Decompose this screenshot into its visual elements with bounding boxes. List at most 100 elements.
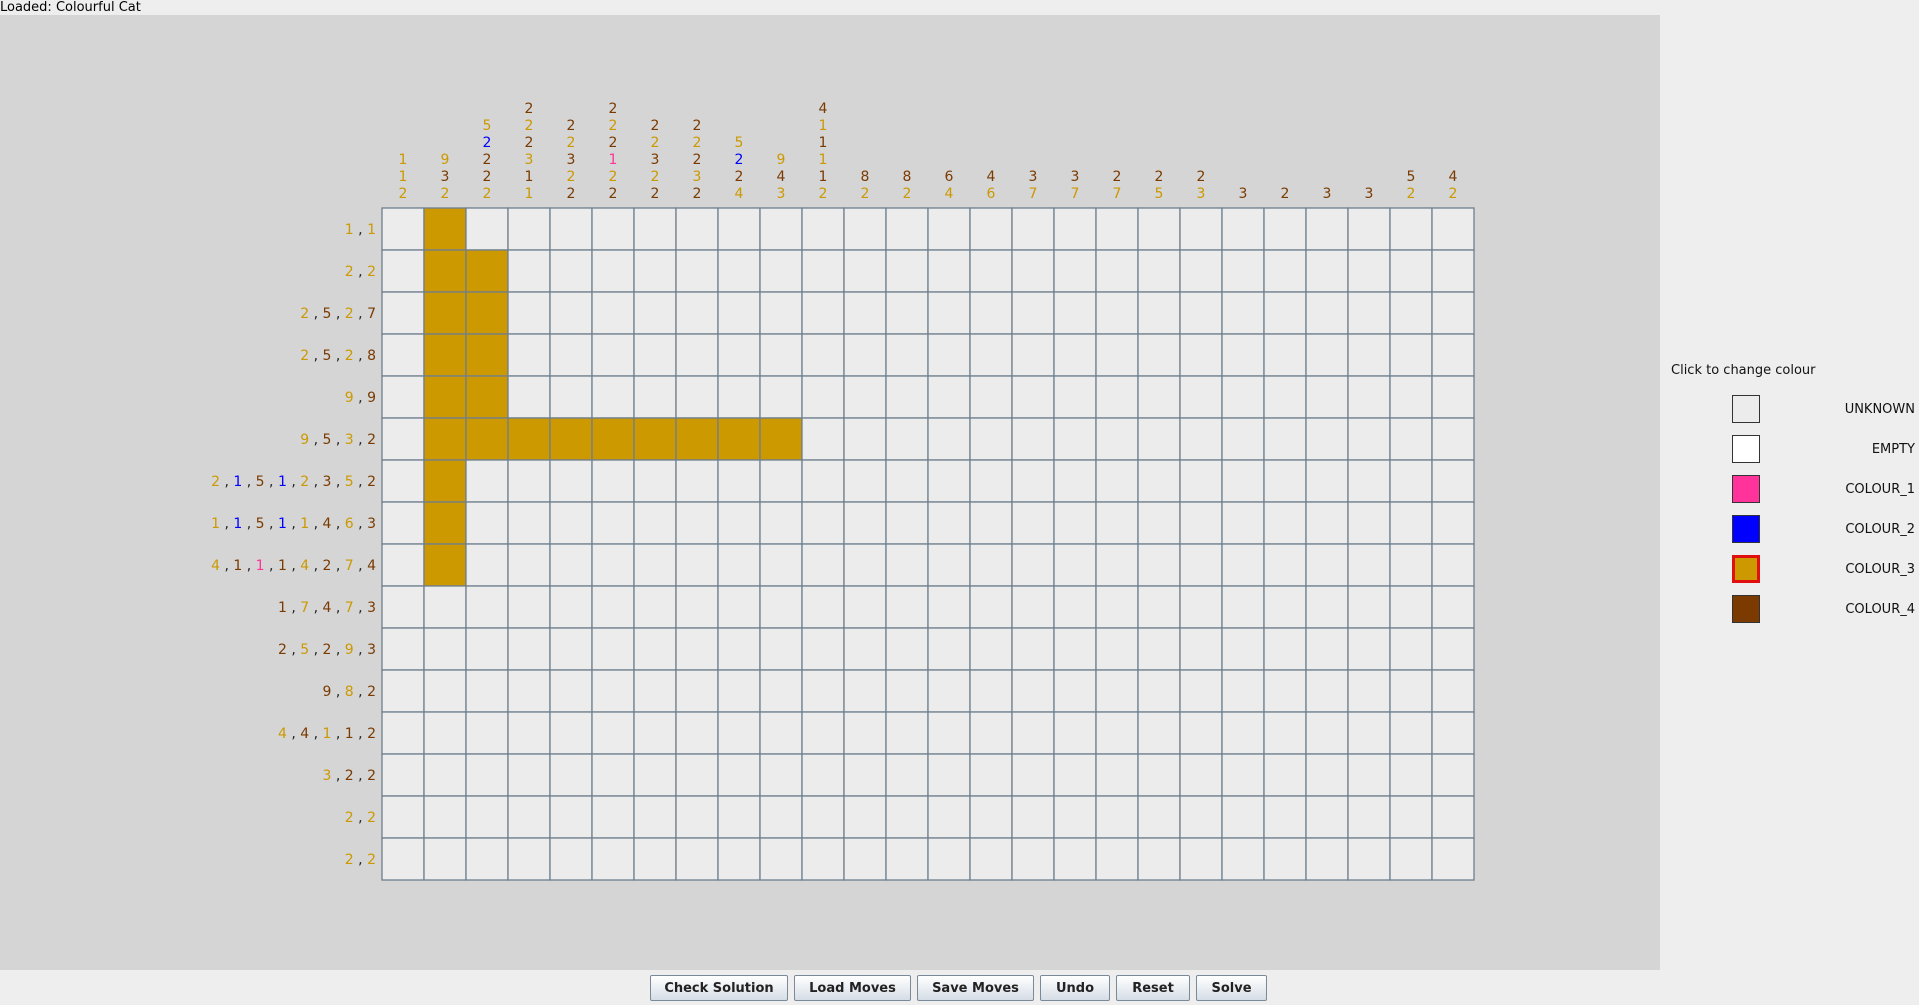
grid-cell[interactable] (465, 207, 509, 251)
grid-cell[interactable] (927, 753, 971, 797)
grid-cell[interactable] (549, 333, 593, 377)
grid-cell[interactable] (969, 417, 1013, 461)
palette-row-colour-1[interactable]: COLOUR_1 (1660, 475, 1919, 507)
grid-cell[interactable] (885, 375, 929, 419)
grid-cell[interactable] (1389, 501, 1433, 545)
grid-cell[interactable] (1431, 207, 1475, 251)
grid-cell[interactable] (633, 501, 677, 545)
grid-cell[interactable] (759, 459, 803, 503)
grid-cell[interactable] (591, 627, 635, 671)
grid-cell[interactable] (507, 501, 551, 545)
grid-cell[interactable] (591, 459, 635, 503)
grid-cell[interactable] (1221, 837, 1265, 881)
grid-cell[interactable] (549, 417, 593, 461)
grid-cell[interactable] (885, 333, 929, 377)
grid-cell[interactable] (1095, 711, 1139, 755)
grid-cell[interactable] (549, 627, 593, 671)
grid-cell[interactable] (381, 249, 425, 293)
grid-cell[interactable] (1389, 375, 1433, 419)
grid-cell[interactable] (1347, 543, 1391, 587)
save-moves-button[interactable]: Save Moves (917, 975, 1034, 1001)
grid-cell[interactable] (1221, 375, 1265, 419)
grid-cell[interactable] (843, 501, 887, 545)
grid-cell[interactable] (885, 543, 929, 587)
grid-cell[interactable] (1389, 291, 1433, 335)
grid-cell[interactable] (633, 291, 677, 335)
grid-cell[interactable] (1431, 543, 1475, 587)
grid-cell[interactable] (465, 837, 509, 881)
grid-cell[interactable] (1221, 795, 1265, 839)
grid-cell[interactable] (885, 207, 929, 251)
grid-cell[interactable] (885, 711, 929, 755)
grid-cell[interactable] (1347, 375, 1391, 419)
grid-cell[interactable] (381, 627, 425, 671)
grid-cell[interactable] (969, 207, 1013, 251)
grid-cell[interactable] (675, 207, 719, 251)
grid-cell[interactable] (969, 669, 1013, 713)
grid-cell[interactable] (1221, 291, 1265, 335)
grid-cell[interactable] (1221, 417, 1265, 461)
swatch-colour-4[interactable] (1732, 595, 1760, 623)
grid-cell[interactable] (549, 501, 593, 545)
grid-cell[interactable] (717, 417, 761, 461)
grid-cell[interactable] (381, 753, 425, 797)
grid-cell[interactable] (843, 711, 887, 755)
grid-cell[interactable] (927, 333, 971, 377)
grid-cell[interactable] (423, 837, 467, 881)
grid-cell[interactable] (843, 375, 887, 419)
grid-cell[interactable] (801, 837, 845, 881)
grid-cell[interactable] (1431, 753, 1475, 797)
grid-cell[interactable] (465, 627, 509, 671)
grid-cell[interactable] (843, 795, 887, 839)
grid-cell[interactable] (549, 585, 593, 629)
grid-cell[interactable] (969, 249, 1013, 293)
grid-cell[interactable] (423, 585, 467, 629)
grid-cell[interactable] (591, 837, 635, 881)
grid-cell[interactable] (381, 459, 425, 503)
grid-cell[interactable] (1263, 753, 1307, 797)
grid-cell[interactable] (1305, 207, 1349, 251)
grid-cell[interactable] (717, 291, 761, 335)
grid-cell[interactable] (1305, 585, 1349, 629)
grid-cell[interactable] (1347, 333, 1391, 377)
grid-cell[interactable] (1095, 417, 1139, 461)
grid-cell[interactable] (1305, 249, 1349, 293)
grid-cell[interactable] (801, 417, 845, 461)
grid-cell[interactable] (843, 543, 887, 587)
grid-cell[interactable] (1221, 501, 1265, 545)
grid-cell[interactable] (717, 753, 761, 797)
swatch-unknown[interactable] (1732, 395, 1760, 423)
grid-cell[interactable] (381, 585, 425, 629)
grid-cell[interactable] (969, 711, 1013, 755)
grid-cell[interactable] (675, 501, 719, 545)
grid-cell[interactable] (1095, 543, 1139, 587)
grid-cell[interactable] (549, 711, 593, 755)
grid-cell[interactable] (507, 669, 551, 713)
grid-cell[interactable] (801, 795, 845, 839)
grid-cell[interactable] (801, 711, 845, 755)
grid-cell[interactable] (381, 711, 425, 755)
grid-cell[interactable] (1221, 753, 1265, 797)
grid-cell[interactable] (1011, 543, 1055, 587)
grid-cell[interactable] (591, 333, 635, 377)
grid-cell[interactable] (507, 417, 551, 461)
grid-cell[interactable] (1053, 753, 1097, 797)
grid-cell[interactable] (1347, 417, 1391, 461)
grid-cell[interactable] (1137, 543, 1181, 587)
grid-cell[interactable] (1347, 711, 1391, 755)
grid-cell[interactable] (885, 249, 929, 293)
grid-cell[interactable] (969, 627, 1013, 671)
grid-cell[interactable] (1179, 795, 1223, 839)
nonogram-grid[interactable]: 1129325222222231122322222122223222223252… (0, 15, 1660, 970)
grid-cell[interactable] (1389, 627, 1433, 671)
grid-cell[interactable] (1095, 795, 1139, 839)
grid-cell[interactable] (759, 249, 803, 293)
grid-cell[interactable] (1263, 585, 1307, 629)
grid-cell[interactable] (759, 543, 803, 587)
grid-cell[interactable] (1011, 711, 1055, 755)
grid-cell[interactable] (1179, 753, 1223, 797)
grid-cell[interactable] (927, 291, 971, 335)
grid-cell[interactable] (1053, 417, 1097, 461)
grid-cell[interactable] (1053, 375, 1097, 419)
grid-cell[interactable] (1263, 249, 1307, 293)
